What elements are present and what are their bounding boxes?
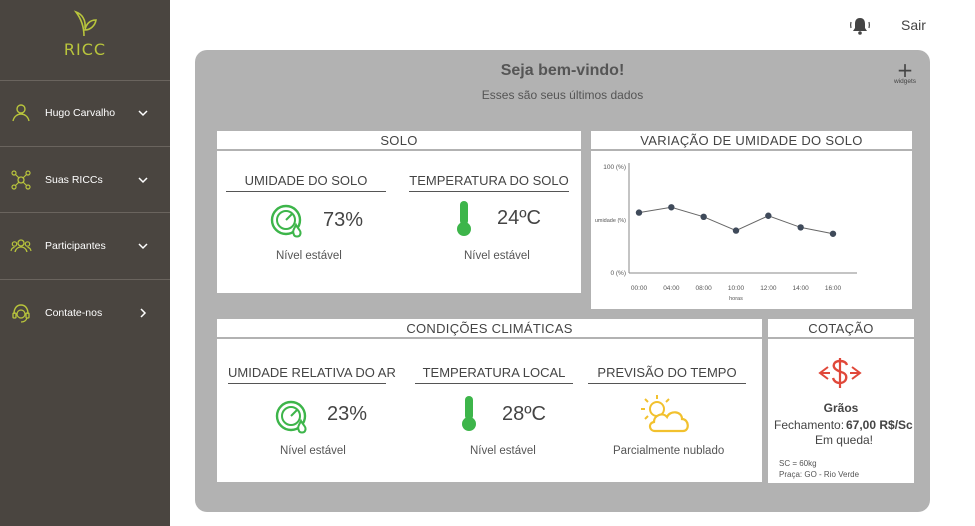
air-humidity-value: 23% [327,403,368,425]
bell-icon[interactable] [849,16,871,36]
x-tick-label: 08:00 [696,285,713,292]
quote-closing-label: Fechamento: [774,418,845,432]
air-humidity-status: Nível estável [280,445,346,457]
thermometer-icon [462,396,476,431]
page-subtitle: Esses são seus últimos dados [481,88,644,102]
sidebar: RICC Hugo Carvalho Suas RICCs [0,0,170,526]
y-tick-label: 0 (%) [610,270,626,277]
sidebar-item-profile[interactable]: Hugo Carvalho [0,80,170,146]
data-point [732,227,740,234]
sidebar-divider [0,146,170,147]
local-temperature-value: 28ºC [502,403,546,425]
data-point [668,204,675,211]
quote-card-header: COTAÇÃO [768,319,914,339]
x-tick-label: 12:00 [760,285,777,292]
sidebar-item-label: Suas RICCs [45,174,103,186]
soil-humidity-status: Nível estável [276,250,342,262]
sidebar-divider [0,212,170,213]
chevron-right-icon [140,308,147,318]
climate-card: CONDIÇÕES CLIMÁTICAS UMIDADE RELATIVA DO… [217,319,762,482]
headset-icon [12,304,30,323]
sidebar-item-label: Contate-nos [45,307,103,319]
logo: RICC [0,8,170,59]
sidebar-item-participants[interactable]: Participantes [0,213,170,279]
x-tick-label: 04:00 [663,285,680,292]
weather-forecast-status: Parcialmente nublado [613,445,725,457]
add-widget-button[interactable]: + widgets [890,58,920,85]
chevron-down-icon [138,177,148,184]
soil-temperature-title: TEMPERATURA DO SOLO [409,173,569,192]
leaf-logo-icon [73,10,97,37]
soil-temperature-value: 24ºC [497,207,541,229]
x-tick-label: 14:00 [793,285,810,292]
partly-cloudy-icon [641,395,689,433]
thermometer-icon [457,201,471,236]
sidebar-divider [0,80,170,81]
x-tick-label: 10:00 [728,285,745,292]
weather-forecast-title: PREVISÃO DO TEMPO [588,365,746,384]
sidebar-item-label: Hugo Carvalho [45,107,116,119]
sidebar-item-label: Participantes [45,240,106,252]
quote-place-note: Praça: GO - Rio Verde [779,470,860,479]
chevron-down-icon [138,243,148,250]
x-tick-label: 00:00 [631,285,648,292]
price-exchange-icon [818,358,862,388]
data-point [635,209,643,216]
plus-icon: + [896,58,914,82]
local-temperature-widget: TEMPERATURA LOCAL [415,365,573,384]
local-temperature-title: TEMPERATURA LOCAL [415,365,573,384]
air-humidity-widget: UMIDADE RELATIVA DO AR [228,365,396,384]
quote-product: Grãos [823,401,859,415]
y-axis-label: umidade (%) [595,218,626,224]
quote-trend: Em queda! [814,433,874,447]
humidity-gauge-icon [270,204,302,238]
y-tick-label: 100 (%) [603,164,626,171]
chevron-down-icon [138,110,148,117]
local-temperature-status: Nível estável [470,445,536,457]
add-widget-label: widgets [893,78,917,85]
sidebar-item-riccs[interactable]: Suas RICCs [0,147,170,213]
quote-unit-note: SC = 60kg [779,459,817,468]
app-name: RICC [63,40,107,59]
soil-humidity-widget: UMIDADE DO SOLO [226,173,386,192]
logout-button[interactable]: Sair [901,17,926,33]
page-title: Seja bem-vindo! [500,62,625,79]
x-tick-label: 16:00 [825,285,842,292]
x-axis-label: horas [729,296,743,302]
data-point [797,224,804,231]
soil-humidity-chart-card: VARIAÇÃO DE UMIDADE DO SOLO 100 (%) 0 (%)… [591,131,912,309]
chart-card-header: VARIAÇÃO DE UMIDADE DO SOLO [591,131,912,151]
soil-humidity-value: 73% [323,209,364,231]
air-humidity-title: UMIDADE RELATIVA DO AR [228,365,396,384]
quote-closing-value: 67,00 R$/Sc [846,418,913,432]
soil-card: SOLO UMIDADE DO SOLO 73% Nível estável T… [217,131,581,293]
sidebar-divider [0,279,170,280]
humidity-gauge-icon [275,400,307,434]
climate-card-header: CONDIÇÕES CLIMÁTICAS [217,319,762,339]
soil-temperature-status: Nível estável [464,250,530,262]
data-point [700,213,707,221]
soil-humidity-title: UMIDADE DO SOLO [226,173,386,192]
data-point [829,230,837,237]
soil-card-header: SOLO [217,131,581,151]
sidebar-item-contact[interactable]: Contate-nos [0,280,170,346]
data-point [765,212,772,219]
group-icon [10,239,32,253]
dashboard-panel: Seja bem-vindo! Esses são seus últimos d… [195,50,930,512]
user-icon [12,104,30,122]
soil-temperature-widget: TEMPERATURA DO SOLO [409,173,569,192]
soil-humidity-line-chart: 100 (%) 0 (%) umidade (%) 00:00 04:00 08:00 10… [595,163,857,302]
quote-card: COTAÇÃO Grãos Fechamento: 67,00 R$/Sc Em… [768,319,914,483]
weather-forecast-widget: PREVISÃO DO TEMPO [588,365,746,384]
network-icon [11,170,31,190]
